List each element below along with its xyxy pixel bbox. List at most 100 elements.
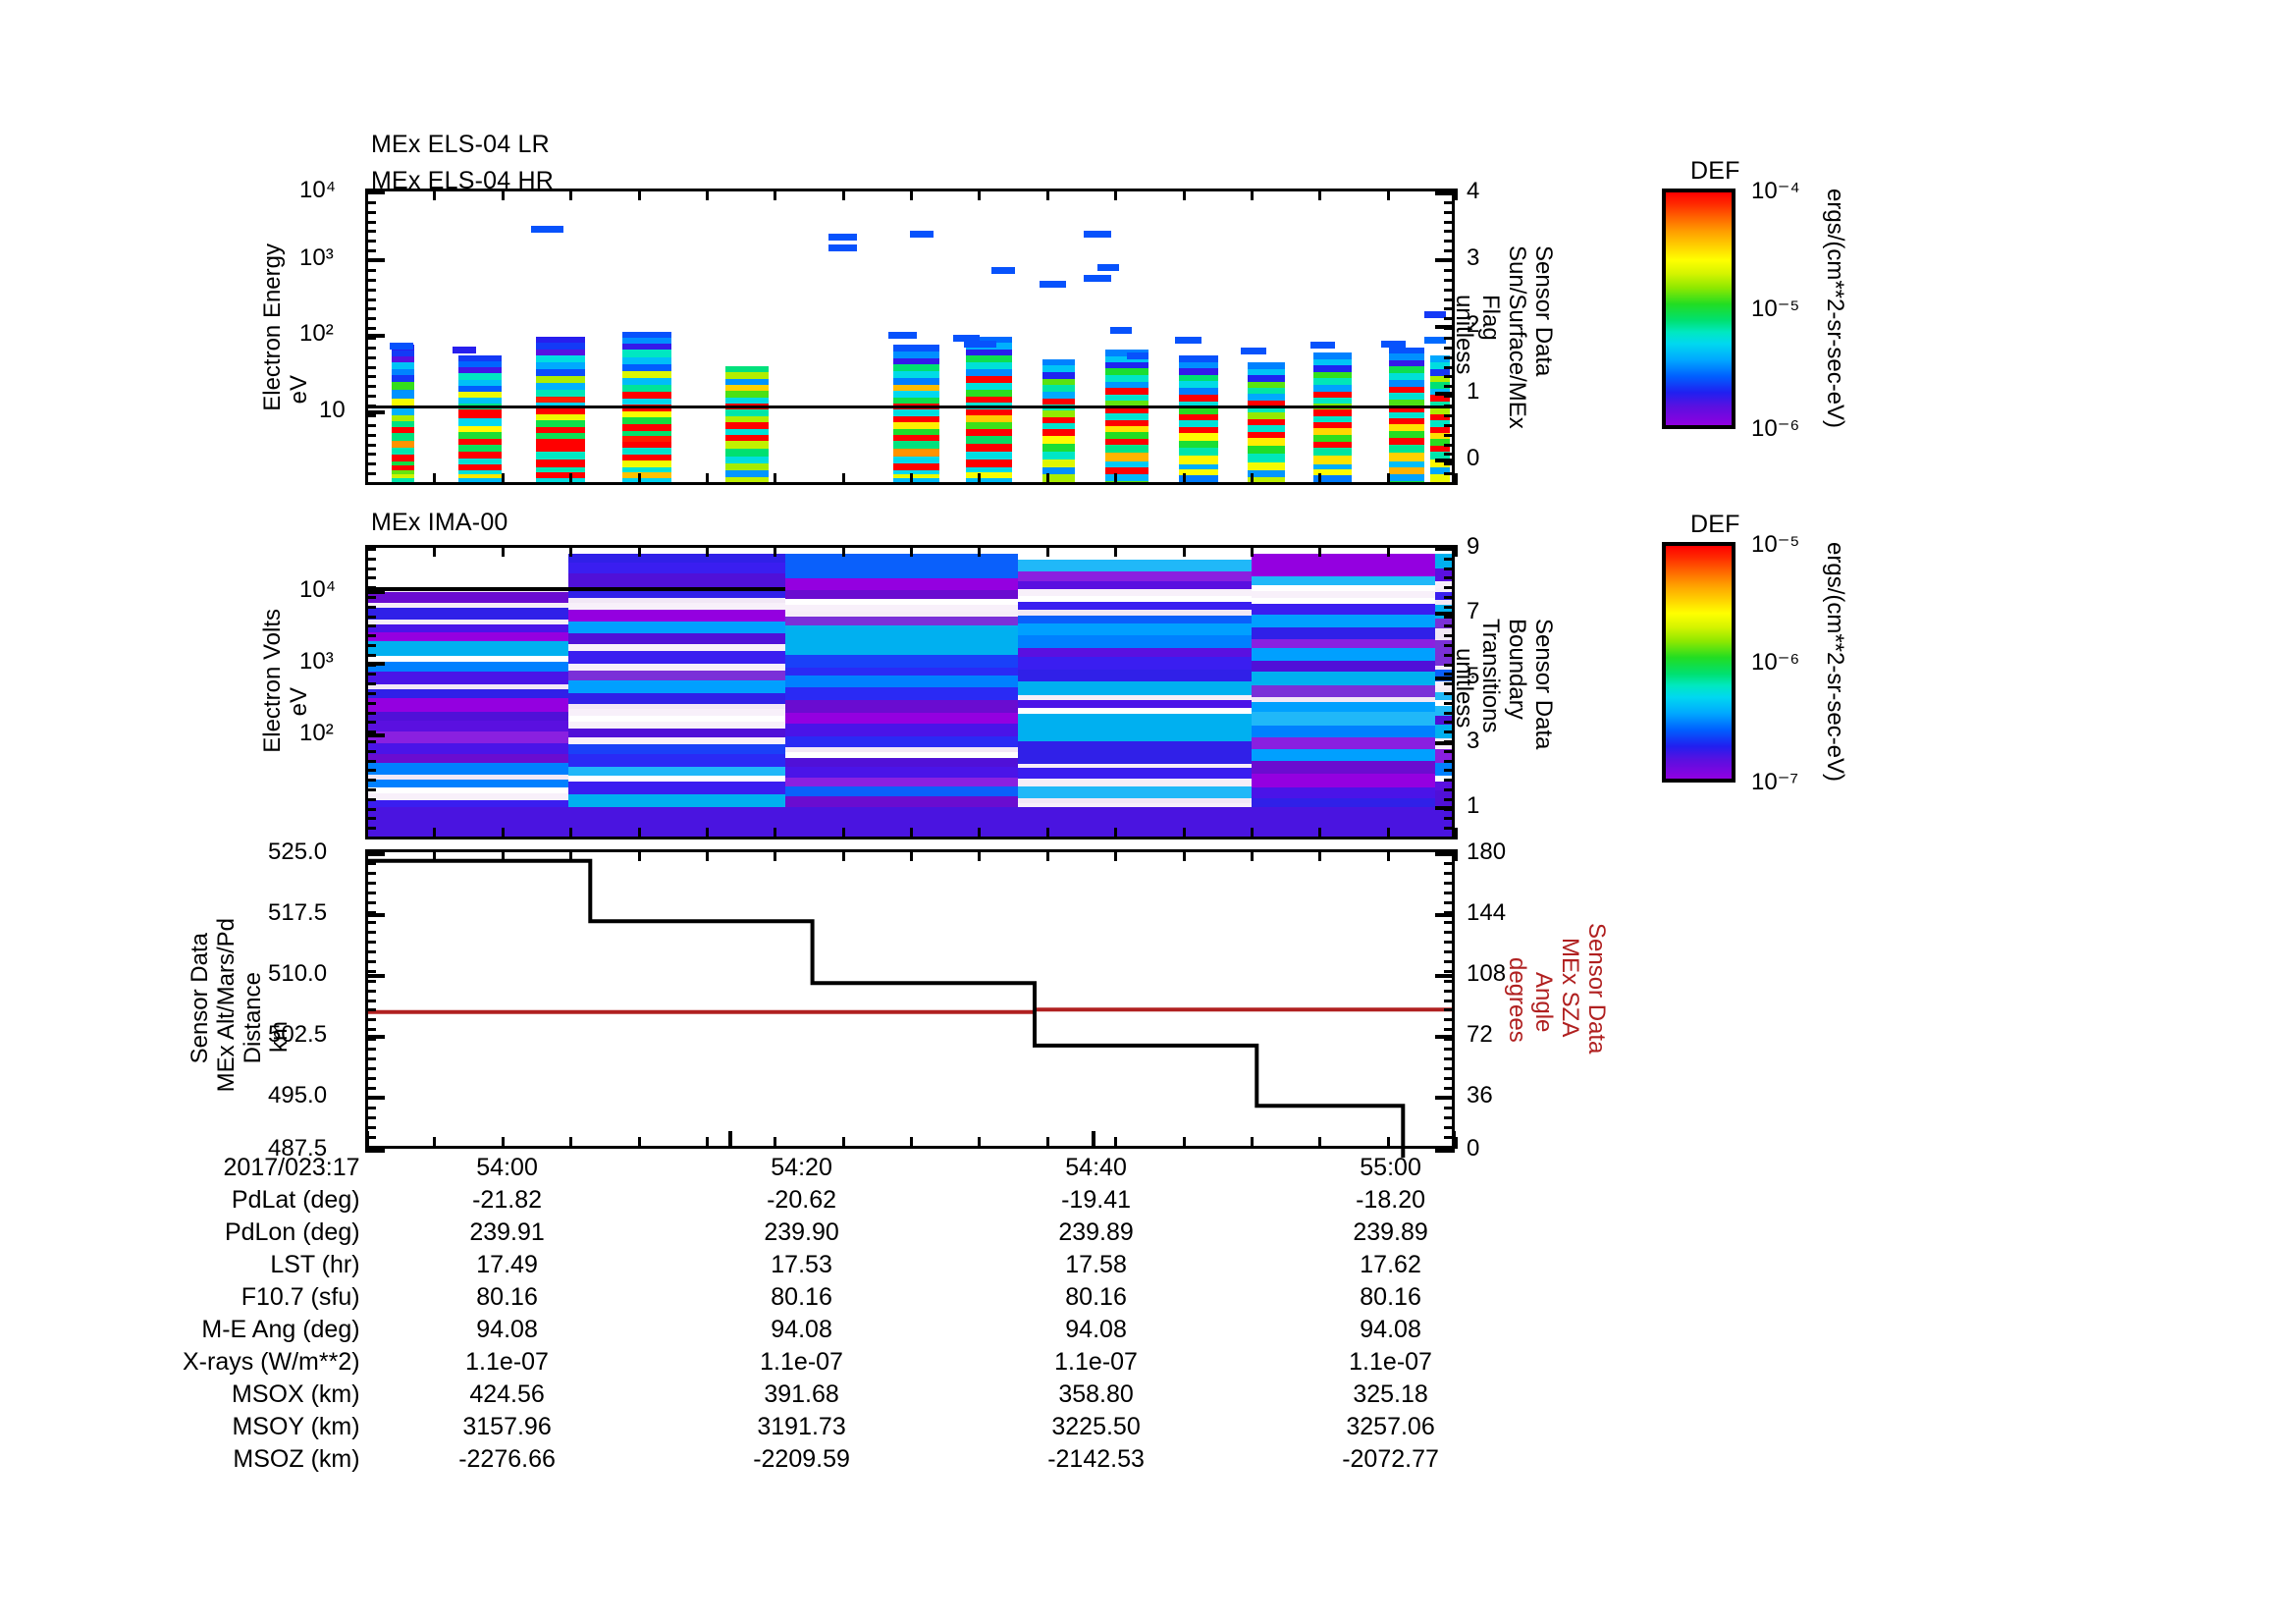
- spectrogram-cell: [1178, 456, 1218, 466]
- spectrogram-cell: [1018, 694, 1252, 700]
- axis-tick: [365, 662, 385, 666]
- spectrogram-cell: [1104, 413, 1148, 422]
- spectrogram-cell: [725, 391, 770, 400]
- axis-tick: [1045, 545, 1049, 557]
- axis-tick: [841, 473, 845, 485]
- spectrogram-cell: [1018, 802, 1252, 810]
- axis-tick: [365, 615, 376, 619]
- spectrogram-cell: [1104, 388, 1148, 397]
- spectrogram-cell: [1041, 405, 1075, 413]
- panel1-ytick-1e4: 10⁴: [299, 177, 337, 203]
- axis-tick: [365, 576, 376, 580]
- spectrogram-cell: [1041, 358, 1075, 367]
- spectrogram-cell: [1175, 337, 1201, 344]
- meta-cell: 94.08: [476, 1316, 538, 1343]
- axis-tick: [978, 545, 982, 557]
- spectrogram-cell: [536, 432, 585, 441]
- axis-tick: [1114, 545, 1118, 557]
- spectrogram-cell: [1018, 634, 1252, 648]
- spectrogram-cell: [1251, 797, 1436, 810]
- spectrogram-cell: [1435, 715, 1452, 725]
- spectrogram-cell: [1429, 362, 1450, 371]
- panel2-title: MEx IMA-00: [371, 509, 508, 536]
- axis-tick: [1435, 741, 1455, 745]
- meta-cell: 55:00: [1360, 1154, 1421, 1181]
- spectrogram-cell: [1435, 724, 1452, 738]
- axis-tick: [365, 730, 376, 734]
- spectrogram-cell: [725, 422, 770, 431]
- spectrogram-cell: [457, 426, 502, 435]
- axis-tick: [569, 828, 573, 839]
- spectrogram-cell: [1018, 713, 1252, 728]
- spectrogram-cell: [1178, 355, 1218, 364]
- spectrogram-cell: [1429, 432, 1450, 441]
- spectrogram-cell: [893, 415, 939, 424]
- spectrogram-cell: [893, 384, 939, 393]
- spectrogram-cell: [1388, 347, 1425, 355]
- axis-tick: [1435, 1149, 1455, 1153]
- axis-tick: [365, 974, 385, 978]
- spectrogram-cell: [1096, 264, 1120, 272]
- axis-tick: [1444, 1146, 1455, 1149]
- axis-tick: [841, 189, 845, 200]
- spectrogram-cell: [1248, 368, 1285, 377]
- spectrogram-cell: [392, 356, 415, 364]
- spectrogram-cell: [1178, 448, 1218, 459]
- spectrogram-cell: [622, 377, 672, 387]
- spectrogram-cell: [1312, 434, 1353, 443]
- spectrogram-cell: [536, 368, 585, 377]
- spectrogram-cell: [392, 362, 415, 371]
- spectrogram-cell: [568, 775, 786, 782]
- axis-tick: [365, 1096, 385, 1100]
- spectrogram-cell: [1104, 406, 1148, 415]
- spectrogram-cell: [1041, 466, 1075, 475]
- spectrogram-cell: [1251, 584, 1436, 591]
- spectrogram-cell: [1104, 381, 1148, 390]
- axis-tick: [637, 545, 641, 557]
- panel1-ytick-1e2: 10²: [299, 320, 334, 347]
- axis-tick: [1114, 473, 1118, 485]
- spectrogram-cell: [622, 363, 672, 373]
- axis-tick: [365, 644, 376, 647]
- panel3-ytick-495: 495.0: [268, 1082, 328, 1109]
- spectrogram-cell: [893, 364, 939, 373]
- panel1-spectrogram: [368, 191, 1452, 482]
- axis-tick: [365, 692, 376, 695]
- meta-row-label: M-E Ang (deg): [201, 1316, 360, 1343]
- table-row: MSOY (km) 3157.96 3191.73 3225.50 3257.06: [183, 1413, 1538, 1445]
- axis-tick: [365, 1126, 376, 1130]
- spectrogram-cell: [785, 667, 1019, 676]
- spectrogram-cell: [1435, 775, 1452, 782]
- spectrogram-cell: [1388, 411, 1425, 420]
- spectrogram-cell: [1312, 428, 1353, 437]
- spectrogram-cell: [725, 415, 770, 424]
- spectrogram-cell: [893, 469, 939, 475]
- axis-tick: [365, 413, 376, 417]
- spectrogram-cell: [1083, 275, 1112, 283]
- spectrogram-cell: [457, 398, 502, 406]
- spectrogram-cell: [785, 553, 1019, 567]
- spectrogram-cell: [1178, 413, 1218, 422]
- axis-tick: [1455, 189, 1458, 200]
- colorbar2-title: DEF: [1690, 511, 1740, 538]
- axis-tick: [978, 473, 982, 485]
- axis-tick: [365, 807, 376, 811]
- spectrogram-cell: [1435, 618, 1452, 628]
- flag-zero-reference-line: [368, 406, 1452, 408]
- axis-tick: [728, 1131, 732, 1149]
- spectrogram-cell: [568, 586, 786, 598]
- spectrogram-cell: [536, 337, 585, 345]
- spectrogram-cell: [368, 712, 569, 722]
- spectrogram-cell: [1388, 430, 1425, 439]
- spectrogram-cell: [568, 766, 786, 776]
- meta-table: 2017/023:17 54:00 54:20 54:40 55:00 PdLat (de…: [183, 1154, 1538, 1478]
- spectrogram-cell: [1041, 410, 1075, 419]
- axis-tick: [365, 949, 376, 953]
- spectrogram-cell: [568, 597, 786, 603]
- spectrogram-cell: [568, 663, 786, 671]
- spectrogram-cell: [893, 449, 939, 459]
- panel2-right-tick-9: 9: [1467, 533, 1480, 560]
- spectrogram-cell: [536, 459, 585, 468]
- spectrogram-cell: [1018, 751, 1252, 764]
- panel1-ylabel-line1: Electron Energy: [259, 243, 286, 411]
